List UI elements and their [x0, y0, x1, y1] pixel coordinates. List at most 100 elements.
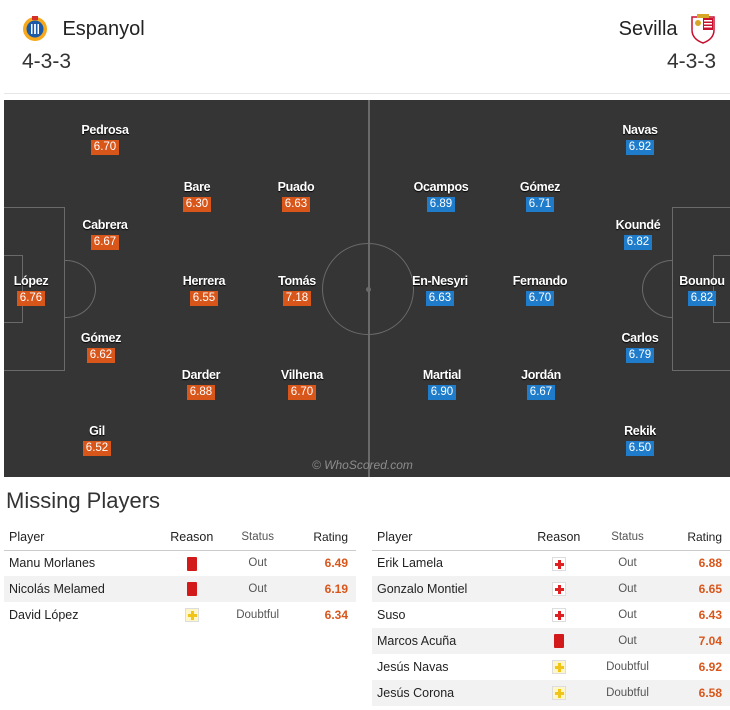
match-header: Espanyol 4-3-3 Sevilla 4-3-3	[4, 4, 730, 94]
pitch: Pedrosa 6.70 Bare 6.30 Puado 6.63 Cabrera 6.…	[4, 100, 730, 477]
away-player[interactable]: Navas 6.92	[600, 123, 680, 155]
player-rating: 6.90	[427, 385, 457, 400]
col-reason[interactable]: Reason	[158, 524, 225, 551]
col-player[interactable]: Player	[372, 524, 525, 551]
rating-cell: 7.04	[661, 628, 730, 654]
player-name: Jordán	[521, 368, 561, 382]
injury-icon	[551, 556, 566, 571]
reason-cell	[524, 654, 593, 680]
missing-player-name[interactable]: Erik Lamela	[377, 556, 443, 571]
center-circle	[322, 243, 414, 335]
player-name: Navas	[622, 123, 658, 137]
injury-icon	[551, 608, 566, 623]
missing-player-name[interactable]: Marcos Acuña	[372, 628, 525, 654]
status-cell: Out	[618, 609, 637, 621]
table-row[interactable]: David López Doubtful 6.34	[4, 602, 356, 628]
table-row[interactable]: Jesús Corona Doubtful 6.58	[372, 680, 730, 706]
home-player[interactable]: López 6.76	[4, 274, 71, 306]
home-player[interactable]: Gómez 6.62	[61, 331, 141, 363]
reason-cell	[524, 576, 594, 602]
away-team: Sevilla 4-3-3	[619, 14, 716, 74]
home-player[interactable]: Tomás 7.18	[257, 274, 337, 306]
player-rating: 6.52	[82, 441, 112, 456]
missing-player-name[interactable]: David López	[9, 608, 79, 622]
away-missing-table: Player Reason Status Rating Erik Lamela O…	[372, 524, 730, 706]
col-status[interactable]: Status	[224, 524, 291, 551]
away-player[interactable]: Fernando 6.70	[500, 274, 580, 306]
home-player[interactable]: Cabrera 6.67	[65, 218, 145, 250]
home-player[interactable]: Bare 6.30	[157, 180, 237, 212]
player-name: Carlos	[621, 331, 659, 345]
col-status[interactable]: Status	[593, 524, 662, 551]
away-player[interactable]: Carlos 6.79	[600, 331, 680, 363]
home-player[interactable]: Darder 6.88	[161, 368, 241, 400]
table-row[interactable]: Gonzalo Montiel Out 6.65	[372, 576, 730, 602]
missing-player-name[interactable]: Suso	[377, 608, 406, 622]
player-rating: 6.62	[86, 348, 116, 363]
rating-cell: 6.43	[698, 608, 722, 622]
col-reason[interactable]: Reason	[524, 524, 594, 551]
player-name: Bounou	[679, 274, 725, 288]
player-name: Pedrosa	[81, 123, 129, 137]
table-row[interactable]: Manu Morlanes Out 6.49	[4, 550, 356, 576]
player-name: Tomás	[278, 274, 316, 288]
away-formation: 4-3-3	[666, 50, 716, 73]
away-player[interactable]: Bounou 6.82	[662, 274, 730, 306]
home-player[interactable]: Pedrosa 6.70	[65, 123, 145, 155]
away-player[interactable]: Koundé 6.82	[598, 218, 678, 250]
away-player[interactable]: Ocampos 6.89	[401, 180, 481, 212]
away-player[interactable]: Martial 6.90	[402, 368, 482, 400]
player-name: En-Nesyri	[412, 274, 468, 288]
status-cell: Out	[248, 557, 267, 570]
missing-player-name[interactable]: Jesús Corona	[372, 680, 525, 706]
home-goal-box	[4, 255, 23, 323]
table-row[interactable]: Jesús Navas Doubtful 6.92	[372, 654, 730, 680]
player-rating: 6.50	[625, 441, 655, 456]
status-cell: Doubtful	[236, 609, 280, 621]
away-player[interactable]: Rekik 6.50	[600, 424, 680, 456]
player-rating: 6.67	[526, 385, 556, 400]
away-player[interactable]: En-Nesyri 6.63	[400, 274, 480, 306]
red-card-icon	[186, 556, 197, 571]
player-rating: 6.79	[625, 348, 655, 363]
rating-cell: 6.49	[324, 556, 348, 571]
table-row[interactable]: Suso Out 6.43	[372, 602, 730, 628]
missing-player-name[interactable]: Nicolás Melamed	[4, 576, 159, 602]
missing-player-name[interactable]: Manu Morlanes	[9, 556, 96, 571]
player-name: Koundé	[615, 218, 661, 232]
doubt-icon	[184, 608, 199, 623]
home-missing-rows: Manu Morlanes Out 6.49 Nicolás Melamed Out 6.…	[4, 550, 356, 628]
col-rating[interactable]: Rating	[661, 524, 730, 551]
watermark: © WhoScored.com	[312, 458, 413, 472]
missing-players-title: Missing Players	[6, 488, 161, 513]
home-team-name[interactable]: Espanyol	[62, 17, 145, 40]
table-row[interactable]: Erik Lamela Out 6.88	[372, 550, 730, 576]
missing-player-name[interactable]: Jesús Navas	[377, 660, 449, 674]
reason-cell	[159, 602, 225, 628]
away-team-name[interactable]: Sevilla	[618, 17, 678, 40]
player-name: Martial	[422, 368, 462, 382]
col-player[interactable]: Player	[4, 524, 159, 551]
player-rating: 6.63	[281, 197, 311, 212]
col-rating[interactable]: Rating	[290, 524, 356, 551]
away-player[interactable]: Jordán 6.67	[501, 368, 581, 400]
reason-cell	[524, 628, 594, 654]
away-player[interactable]: Gómez 6.71	[500, 180, 580, 212]
player-name: Fernando	[512, 274, 568, 288]
player-rating: 6.92	[625, 140, 655, 155]
player-rating: 6.30	[182, 197, 212, 212]
player-rating: 7.18	[282, 291, 312, 306]
home-player[interactable]: Gil 6.52	[57, 424, 137, 456]
home-player[interactable]: Puado 6.63	[256, 180, 336, 212]
rating-cell: 6.92	[698, 660, 722, 674]
player-rating: 6.89	[426, 197, 456, 212]
missing-player-name[interactable]: Gonzalo Montiel	[372, 576, 525, 602]
status-cell: Doubtful	[593, 680, 662, 706]
home-player[interactable]: Herrera 6.55	[164, 274, 244, 306]
table-row[interactable]: Nicolás Melamed Out 6.19	[4, 576, 356, 602]
status-cell: Out	[224, 576, 291, 602]
player-rating: 6.55	[189, 291, 219, 306]
table-row[interactable]: Marcos Acuña Out 7.04	[372, 628, 730, 654]
home-player[interactable]: Vilhena 6.70	[262, 368, 342, 400]
home-missing-table: Player Reason Status Rating Manu Morlane…	[4, 524, 356, 628]
